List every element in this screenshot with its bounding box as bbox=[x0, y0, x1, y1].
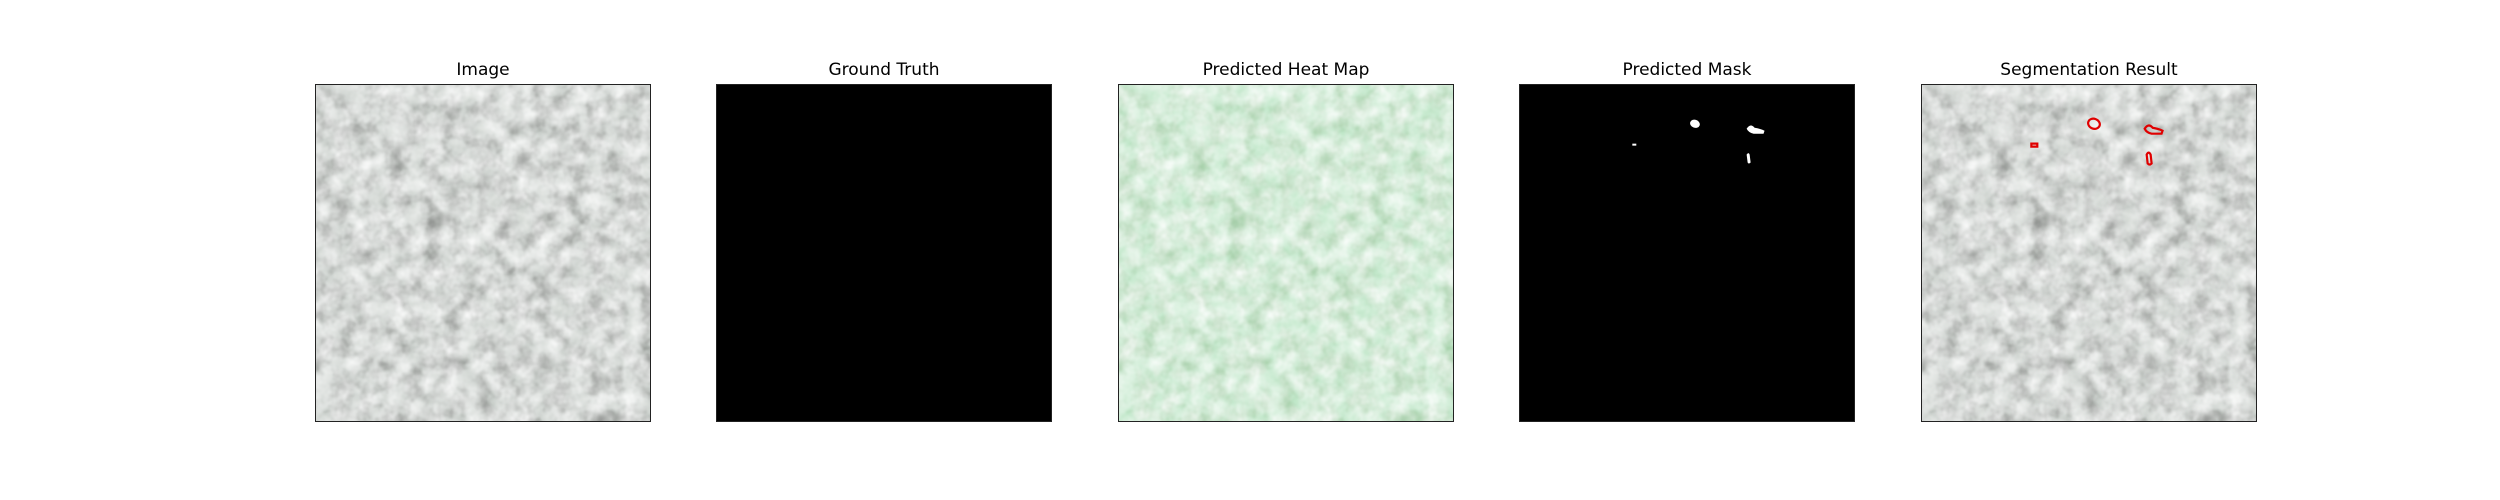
panel-segmentation-result: Segmentation Result bbox=[1921, 60, 2257, 422]
ground-truth-mask bbox=[716, 84, 1052, 422]
panel-heat-map: Predicted Heat Map bbox=[1118, 60, 1454, 422]
image-frame bbox=[315, 84, 651, 422]
panel-title-ground-truth: Ground Truth bbox=[828, 60, 940, 80]
segmentation-contour bbox=[2145, 151, 2153, 166]
segmentation-frame bbox=[1921, 84, 2257, 422]
panel-image: Image bbox=[315, 60, 651, 422]
segmentation-contour bbox=[2087, 117, 2101, 130]
segmentation-image bbox=[1922, 85, 2256, 421]
panel-predicted-mask: Predicted Mask bbox=[1519, 60, 1855, 422]
mask-blob bbox=[1690, 119, 1700, 128]
panel-title-segmentation-result: Segmentation Result bbox=[2000, 60, 2178, 80]
heat-map-image bbox=[1119, 85, 1453, 421]
panel-title-image: Image bbox=[456, 60, 510, 80]
panel-title-predicted-mask: Predicted Mask bbox=[1622, 60, 1752, 80]
mask-blob bbox=[1746, 153, 1751, 164]
panel-ground-truth: Ground Truth bbox=[716, 60, 1052, 422]
predicted-mask-frame bbox=[1519, 84, 1855, 422]
predicted-mask-image bbox=[1520, 85, 1854, 421]
texture-image bbox=[316, 85, 650, 421]
mask-blob bbox=[1632, 143, 1637, 146]
mask-blob bbox=[1746, 125, 1765, 134]
segmentation-contour bbox=[2143, 124, 2164, 135]
panel-title-heat-map: Predicted Heat Map bbox=[1202, 60, 1370, 80]
heat-map-frame bbox=[1118, 84, 1454, 422]
segmentation-contour bbox=[2030, 142, 2039, 148]
